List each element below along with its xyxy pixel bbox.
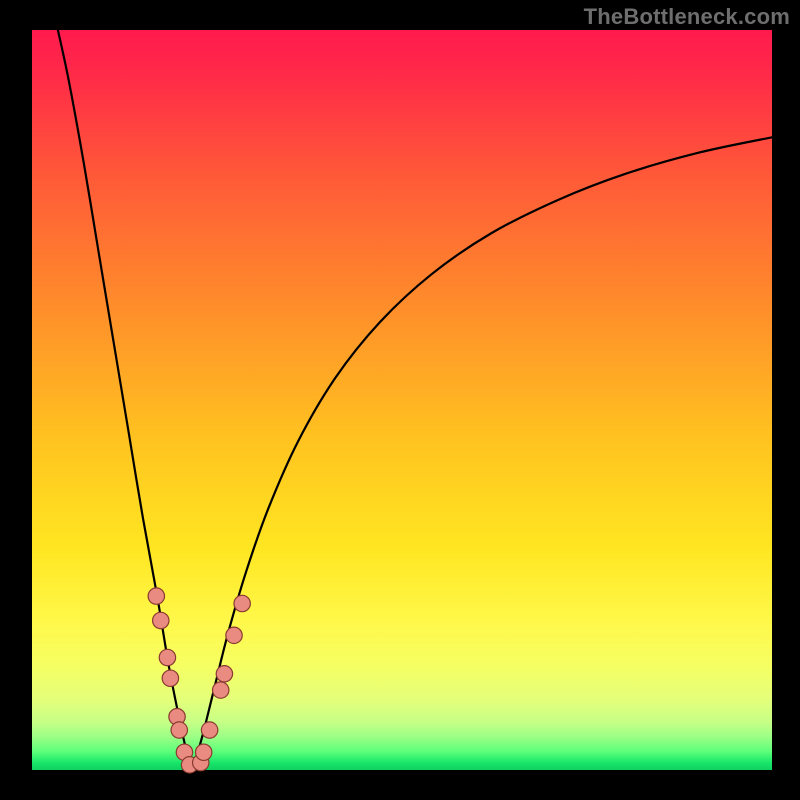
data-marker <box>234 595 250 611</box>
data-marker <box>162 670 178 686</box>
plot-background <box>32 30 772 770</box>
data-marker <box>159 649 175 665</box>
data-marker <box>171 722 187 738</box>
data-marker <box>153 612 169 628</box>
data-marker <box>201 722 217 738</box>
data-marker <box>195 744 211 760</box>
data-marker <box>216 666 232 682</box>
data-marker <box>226 627 242 643</box>
chart-stage: TheBottleneck.com <box>0 0 800 800</box>
data-marker <box>213 682 229 698</box>
bottleneck-chart <box>0 0 800 800</box>
data-marker <box>148 588 164 604</box>
watermark-text: TheBottleneck.com <box>584 4 790 30</box>
